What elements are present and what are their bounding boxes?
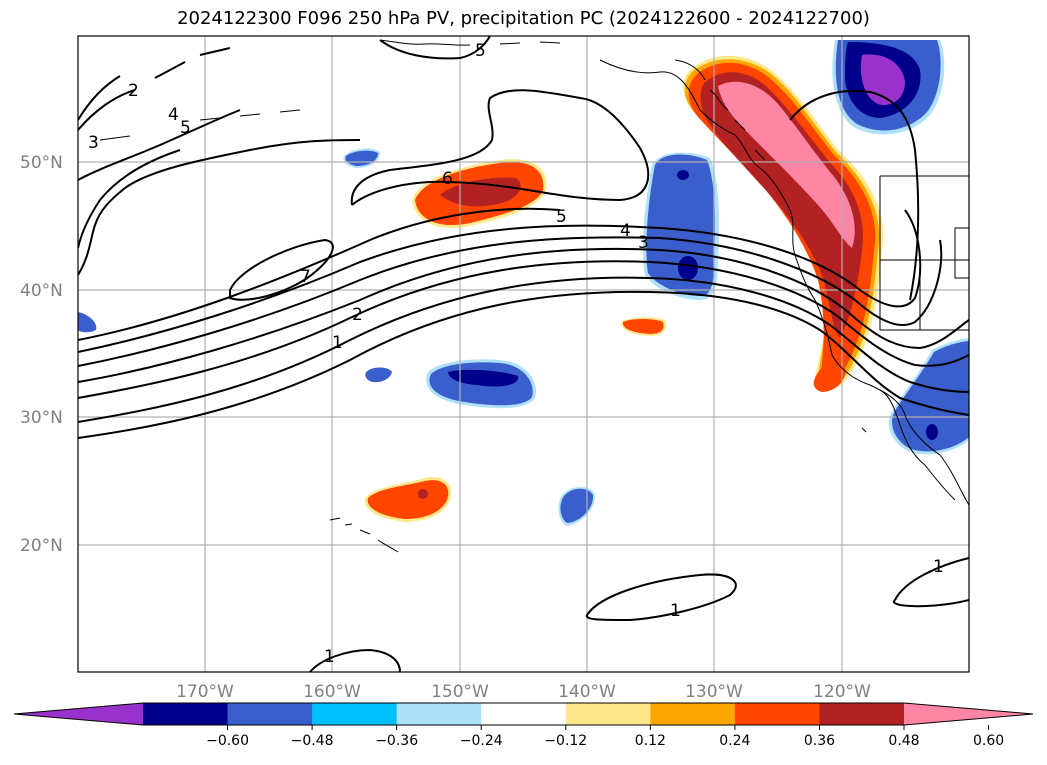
contour-label: 6: [442, 169, 453, 189]
contour-label: 2: [128, 81, 139, 101]
lon-label: 170°W: [176, 682, 234, 702]
contour-label: 1: [324, 647, 335, 667]
precip-positive-shading: [364, 55, 884, 522]
contour-label: 4: [620, 221, 631, 241]
colorbar-tick-label: 0.12: [635, 733, 666, 749]
colorbar-segment: [481, 703, 567, 725]
contour-label: 2: [352, 305, 363, 325]
colorbar-segment: [650, 703, 736, 725]
lon-label: 120°W: [813, 682, 871, 702]
colorbar-tick-label: 0.24: [719, 733, 750, 749]
precip-negative-shading: [78, 40, 969, 526]
colorbar-segment: [227, 703, 313, 725]
lat-label: 50°N: [20, 153, 63, 173]
colorbar-segment: [819, 703, 905, 725]
contour-label: 4: [168, 105, 179, 125]
contour-label: 5: [556, 207, 567, 227]
colorbar-extend-low: [14, 703, 143, 725]
colorbar-segment: [143, 703, 229, 725]
contour-label: 7: [300, 267, 311, 287]
lat-label: 30°N: [20, 408, 63, 428]
lat-label: 40°N: [20, 281, 63, 301]
map-plot-area: 2 3 4 5 5 6 5 4 3 7 2 1 1 1 1: [78, 36, 969, 672]
lon-label: 150°W: [431, 682, 489, 702]
colorbar-tick-label: 0.36: [804, 733, 835, 749]
longitude-labels: 170°W 160°W 150°W 140°W 130°W 120°W: [176, 682, 871, 702]
colorbar-tick-label: −0.60: [206, 733, 249, 749]
colorbar-tick-label: −0.12: [544, 733, 587, 749]
colorbar: −0.60 −0.48 −0.36 −0.24 −0.12 0.12 0.24 0.36 0.4…: [13, 702, 1034, 749]
colorbar-tick-label: 0.48: [888, 733, 919, 749]
contour-label: 1: [670, 601, 681, 621]
lon-label: 140°W: [558, 682, 616, 702]
contour-label: 3: [638, 233, 649, 253]
colorbar-segment: [396, 703, 482, 725]
colorbar-tick-label: 0.60: [973, 733, 1004, 749]
lon-label: 130°W: [685, 682, 743, 702]
colorbar-tick-label: −0.48: [291, 733, 334, 749]
colorbar-tick-label: −0.36: [375, 733, 418, 749]
colorbar-tick-label: −0.24: [460, 733, 503, 749]
latitude-labels: 50°N 40°N 30°N 20°N: [20, 153, 63, 556]
pv-contours: [78, 36, 969, 672]
colorbar-extend-high: [904, 703, 1033, 725]
colorbar-outline: [13, 702, 1034, 726]
map-title: 2024122300 F096 250 hPa PV, precipitatio…: [177, 8, 870, 29]
gridlines: [78, 36, 969, 672]
contour-label: 3: [88, 133, 99, 153]
contour-label: 5: [180, 118, 191, 138]
colorbar-segment: [565, 703, 651, 725]
lat-label: 20°N: [20, 536, 63, 556]
colorbar-segment: [312, 703, 398, 725]
contour-label: 1: [332, 333, 343, 353]
contour-label: 1: [933, 557, 944, 577]
lon-label: 160°W: [303, 682, 361, 702]
pv-contour-labels: 2 3 4 5 5 6 5 4 3 7 2 1 1 1 1: [88, 41, 944, 667]
plot-frame: [77, 35, 970, 673]
colorbar-segment: [734, 703, 820, 725]
contour-label: 5: [475, 41, 486, 61]
